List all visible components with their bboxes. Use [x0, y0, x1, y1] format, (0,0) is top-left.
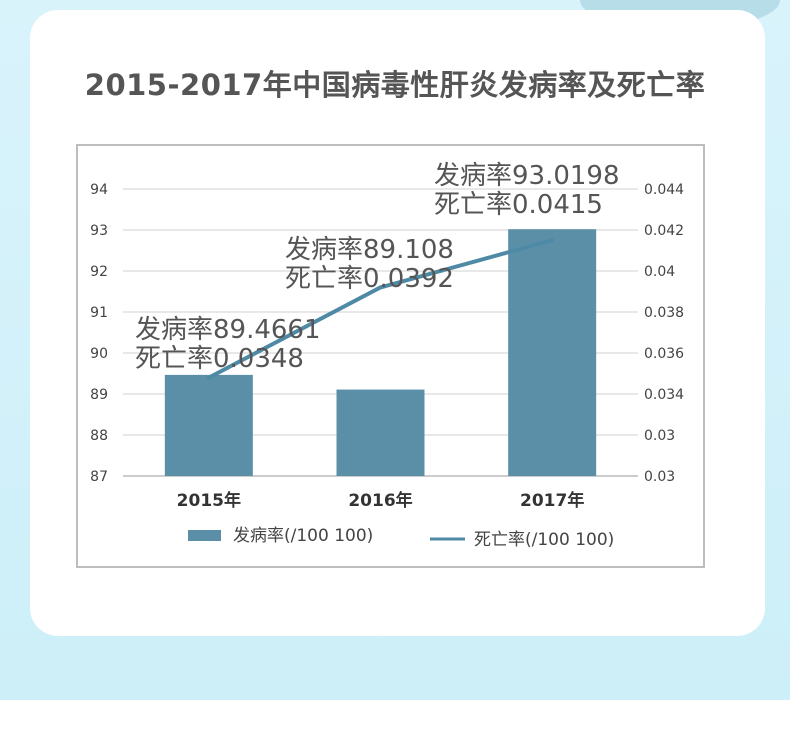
y-left-tick-label: 87 — [90, 469, 108, 485]
page-title: 2015-2017年中国病毒性肝炎发病率及死亡率 — [84, 68, 706, 102]
y-right-tick-label: 0.04 — [644, 264, 675, 280]
y-right-tick-label: 0.044 — [644, 182, 684, 198]
line-point — [550, 238, 555, 243]
legend-label: 死亡率(/100 100) — [474, 530, 614, 550]
y-right-tick-label: 0.038 — [644, 305, 684, 321]
data-label: 发病率93.0198 — [434, 161, 620, 191]
data-label: 死亡率0.0392 — [285, 264, 454, 294]
bar — [336, 389, 425, 476]
data-label: 发病率89.4661 — [135, 315, 321, 345]
chart-svg: 87 88 89 90 91 92 93 94 0.03 0.03 0.034 0.036 0.038 0… — [90, 161, 684, 550]
y-left-tick-label: 93 — [90, 223, 108, 239]
y-right-tick-label: 0.03 — [644, 428, 675, 444]
y-left-tick-label: 89 — [90, 387, 108, 403]
y-right-tick-label: 0.034 — [644, 387, 684, 403]
bar — [164, 374, 253, 476]
x-tick-label: 2016年 — [348, 490, 412, 511]
y-left-tick-label: 88 — [90, 428, 108, 444]
x-tick-label: 2015年 — [177, 490, 241, 511]
chart-frame: 87 88 89 90 91 92 93 94 0.03 0.03 0.034 0.036 0.038 0… — [76, 144, 705, 568]
data-label: 死亡率0.0415 — [434, 190, 603, 220]
x-tick-label: 2017年 — [520, 490, 584, 511]
legend-label: 发病率(/100 100) — [233, 526, 373, 546]
bar — [508, 229, 597, 476]
line-point — [206, 375, 211, 380]
y-left-tick-label: 91 — [90, 305, 108, 321]
y-left-tick-label: 92 — [90, 264, 108, 280]
y-left-tick-label: 94 — [90, 182, 108, 198]
data-label: 死亡率0.0348 — [135, 344, 304, 374]
y-left-tick-label: 90 — [90, 346, 108, 362]
y-right-tick-label: 0.03 — [644, 469, 675, 485]
legend-swatch-bar — [188, 530, 221, 541]
line-point — [378, 285, 383, 290]
y-right-tick-label: 0.036 — [644, 346, 684, 362]
data-label: 发病率89.108 — [285, 235, 454, 265]
y-right-tick-label: 0.042 — [644, 223, 684, 239]
